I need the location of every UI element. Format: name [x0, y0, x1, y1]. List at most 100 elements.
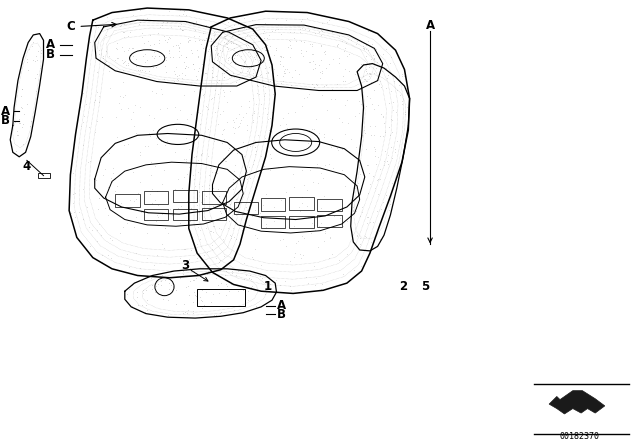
- Point: [131, 129, 141, 137]
- Point: [189, 176, 200, 183]
- Point: [375, 165, 385, 172]
- Point: [204, 184, 214, 191]
- Point: [242, 68, 252, 75]
- Point: [141, 302, 152, 309]
- Point: [193, 168, 203, 175]
- Point: [193, 52, 203, 60]
- Point: [268, 218, 278, 225]
- Point: [228, 124, 239, 131]
- Point: [333, 257, 344, 264]
- Point: [170, 70, 180, 78]
- Point: [260, 134, 270, 142]
- Point: [186, 267, 196, 274]
- Point: [310, 281, 321, 289]
- Point: [351, 143, 361, 151]
- Point: [10, 118, 20, 125]
- Point: [186, 247, 196, 254]
- Point: [308, 83, 319, 90]
- Point: [223, 45, 233, 52]
- Point: [129, 72, 139, 79]
- Point: [145, 132, 156, 139]
- Point: [276, 197, 286, 204]
- Point: [300, 273, 310, 280]
- Point: [192, 159, 202, 166]
- Point: [251, 101, 261, 108]
- Point: [358, 42, 368, 49]
- Point: [118, 223, 128, 230]
- Point: [269, 203, 279, 210]
- Point: [232, 27, 243, 34]
- Point: [140, 50, 150, 57]
- Point: [214, 61, 225, 68]
- Point: [179, 91, 189, 99]
- Point: [164, 33, 174, 40]
- Point: [123, 32, 133, 39]
- Point: [126, 115, 136, 122]
- Point: [94, 99, 104, 106]
- Point: [211, 73, 221, 80]
- Point: [149, 55, 159, 62]
- Point: [206, 245, 216, 252]
- Point: [252, 89, 262, 96]
- Point: [150, 134, 161, 142]
- Point: [340, 182, 351, 190]
- Point: [337, 166, 347, 173]
- Point: [346, 200, 356, 207]
- Point: [193, 156, 203, 164]
- Point: [152, 212, 163, 219]
- Point: [319, 192, 330, 199]
- Point: [174, 47, 184, 55]
- Point: [157, 240, 168, 247]
- Point: [225, 200, 235, 207]
- Point: [260, 84, 270, 91]
- Point: [314, 222, 324, 229]
- Point: [312, 160, 322, 167]
- Point: [236, 69, 246, 76]
- Point: [369, 54, 379, 61]
- Point: [254, 90, 264, 97]
- Point: [219, 156, 229, 163]
- Point: [91, 176, 101, 183]
- Point: [308, 221, 319, 228]
- Point: [298, 146, 308, 154]
- Point: [187, 233, 197, 241]
- Point: [381, 158, 392, 165]
- Point: [313, 180, 323, 187]
- Point: [221, 280, 231, 288]
- Point: [212, 52, 222, 59]
- Point: [172, 267, 182, 274]
- Point: [215, 200, 225, 207]
- Point: [143, 142, 153, 149]
- Point: [125, 197, 136, 204]
- Point: [77, 185, 88, 192]
- Point: [216, 59, 226, 66]
- Point: [166, 23, 176, 30]
- Point: [129, 123, 139, 130]
- Point: [255, 71, 265, 78]
- Point: [256, 153, 266, 160]
- Point: [228, 179, 239, 186]
- Point: [242, 32, 252, 39]
- Point: [159, 75, 169, 82]
- Point: [195, 293, 205, 300]
- Point: [97, 114, 107, 121]
- Text: 4: 4: [23, 160, 31, 173]
- Point: [363, 38, 373, 45]
- Point: [182, 115, 193, 122]
- Point: [278, 78, 288, 85]
- Point: [227, 32, 237, 39]
- Point: [256, 70, 266, 77]
- Point: [116, 21, 126, 28]
- Point: [216, 225, 227, 233]
- Point: [148, 127, 158, 134]
- Bar: [202, 191, 226, 204]
- Point: [335, 215, 345, 222]
- Point: [228, 40, 238, 47]
- Point: [159, 36, 170, 43]
- Point: [266, 155, 276, 162]
- Point: [184, 164, 194, 171]
- Point: [193, 64, 204, 71]
- Point: [193, 67, 204, 74]
- Point: [131, 63, 141, 70]
- Point: [229, 307, 239, 314]
